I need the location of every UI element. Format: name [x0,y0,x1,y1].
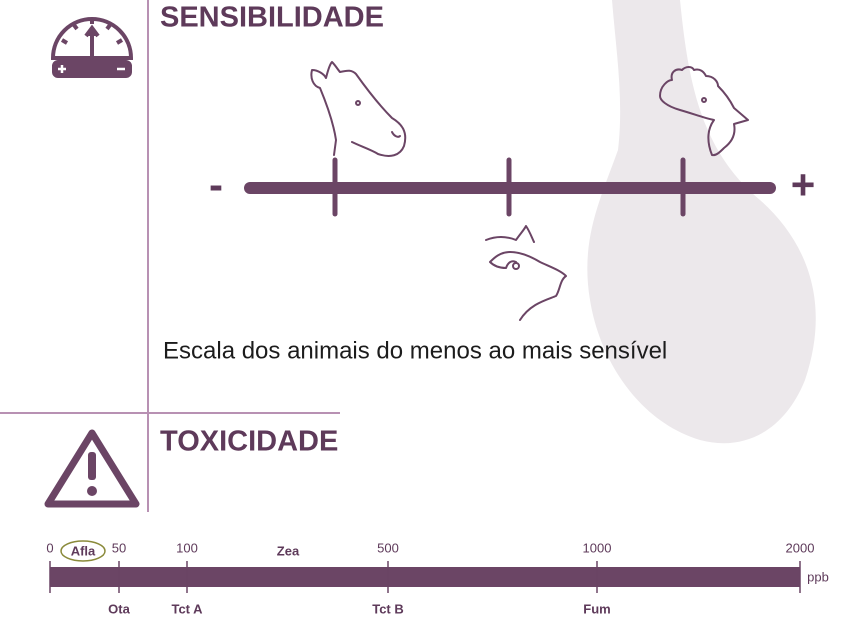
toxin-label: Zea [277,543,300,558]
section-title: SENSIBILIDADE [160,2,384,34]
scale-max: + [791,161,816,208]
tick-label: 100 [176,540,198,555]
tick-marks [49,561,801,593]
warning-icon [44,429,140,508]
cow-icon [310,61,407,157]
scale-min: - [209,161,223,208]
tick-label: 1000 [583,540,612,555]
sensitivity-scale [244,157,776,217]
pig-icon [485,225,567,321]
background-shape [587,0,816,444]
tick-label: 0 [46,540,53,555]
toxin-label: Tct B [372,601,404,616]
highlight [60,540,106,562]
chicken-icon [659,66,749,157]
gauge-icon [50,17,134,78]
unit: ppb [807,569,829,584]
tick-labels: 0 50 100 500 1000 2000 Afla Zea Ota Tct A Tct B Fum [46,540,814,616]
toxin-label: Ota [108,601,130,616]
toxin-label: Fum [583,601,610,616]
tick-label: 50 [112,540,126,555]
tick-label: 2000 [786,540,815,555]
toxin-label: Afla [71,543,96,558]
toxin-label: Tct A [171,601,203,616]
caption: Escala dos animais do menos ao mais sens… [163,337,667,364]
toxicity-bar [50,567,800,587]
section-title: TOXICIDADE [160,426,338,458]
tick-label: 500 [377,540,399,555]
